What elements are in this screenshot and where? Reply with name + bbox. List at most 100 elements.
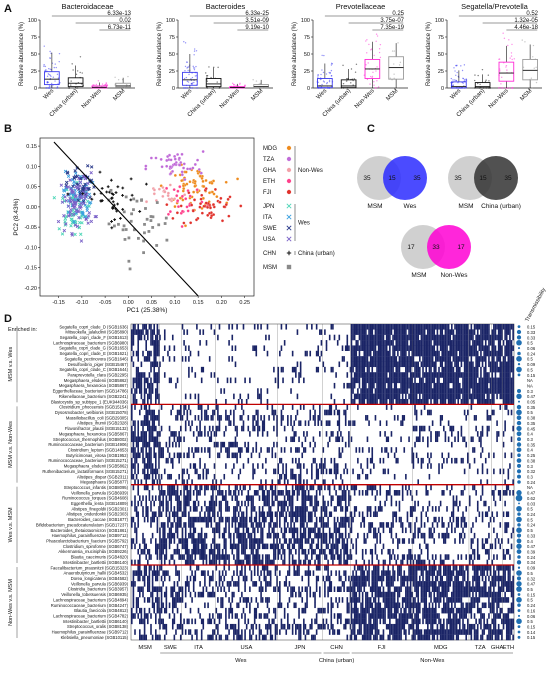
heatmap-cell (250, 500, 253, 507)
heatmap-cell (455, 329, 458, 335)
heatmap-cell (332, 324, 334, 330)
heatmap-cell (163, 329, 166, 335)
heatmap-cell (475, 340, 477, 346)
heatmap-cell (132, 420, 135, 426)
point-jpn (80, 221, 84, 225)
heatmap-cell (210, 495, 213, 501)
heatmap-cell (319, 409, 321, 416)
heatmap-cell (427, 388, 429, 394)
point-ita (286, 214, 292, 220)
heatmap-cell (158, 441, 160, 448)
heatmap-cell (385, 388, 388, 394)
heatmap-cell (414, 522, 416, 528)
heatmap-cell (475, 377, 477, 384)
heatmap-cell (468, 393, 471, 400)
panel-d-heatmap: Enriched in:TransmissibilitySegatella_co… (8, 287, 547, 664)
heatmap-cell (183, 436, 185, 443)
heatmap-cell (265, 495, 267, 501)
jitter-point (454, 79, 456, 81)
heatmap-cell (343, 382, 345, 389)
heatmap-cell (287, 506, 289, 512)
heatmap-cell (398, 356, 401, 362)
heatmap-cell (385, 420, 388, 426)
heatmap-cell (355, 372, 358, 378)
heatmap-cell (338, 532, 341, 539)
point-jpn (79, 232, 83, 236)
heatmap-cell (197, 431, 200, 437)
heatmap-cell (361, 382, 364, 389)
heatmap-cell (374, 340, 377, 346)
heatmap-cell (263, 500, 266, 507)
heatmap-cells (131, 324, 514, 641)
heatmap-cell (468, 345, 471, 351)
heatmap-cell (512, 382, 514, 389)
heatmap-cell (361, 468, 364, 475)
heatmap-cell (408, 484, 410, 491)
heatmap-cell (150, 425, 152, 432)
pvalue-label: 3.51e-09 (245, 18, 269, 24)
heatmap-cell (186, 479, 189, 485)
heatmap-cell (285, 436, 288, 443)
point-tza (177, 156, 181, 160)
heatmap-cell (405, 372, 407, 378)
jitter-point (197, 87, 199, 89)
heatmap-cell (400, 356, 402, 362)
heatmap-cell (314, 409, 316, 416)
heatmap-cell (291, 495, 294, 501)
heatmap-cell (392, 511, 394, 518)
heatmap-cell (269, 516, 272, 523)
heatmap-cell (158, 372, 160, 378)
heatmap-cell (475, 372, 477, 378)
heatmap-cell (427, 516, 429, 523)
heatmap-cell (371, 372, 374, 378)
heatmap-cell (233, 441, 235, 448)
heatmap-cell (408, 436, 410, 443)
heatmap-cell (504, 490, 506, 496)
heatmap-cell (268, 532, 270, 539)
point-eth (188, 194, 192, 198)
heatmap-cell (384, 345, 386, 351)
heatmap-cell (443, 345, 445, 351)
heatmap-cell (147, 415, 149, 421)
heatmap-cell (423, 345, 426, 351)
heatmap-cell (468, 334, 471, 341)
heatmap-cell (411, 393, 414, 400)
heatmap-cell (183, 404, 185, 410)
point-usa (64, 198, 69, 203)
heatmap-cell (346, 543, 349, 550)
heatmap-cell (260, 527, 262, 534)
heatmap-cell (324, 479, 326, 485)
heatmap-cell (288, 543, 291, 550)
heatmap-cell (433, 345, 436, 351)
heatmap-cell (352, 398, 354, 405)
heatmap-cell (459, 350, 461, 357)
heatmap-cell (225, 409, 227, 416)
heatmap-cell (307, 511, 310, 518)
jitter-point (366, 39, 368, 41)
jitter-point (510, 55, 513, 57)
heatmap-cell (277, 468, 280, 475)
heatmap-cell (176, 522, 179, 528)
heatmap-cell (150, 361, 152, 368)
heatmap-cell (387, 334, 390, 341)
heatmap-cell (489, 516, 492, 523)
heatmap-cell (151, 511, 154, 518)
jitter-point (187, 66, 189, 68)
heatmap-cell (363, 340, 366, 346)
heatmap-cell (395, 447, 398, 453)
heatmap-cell (355, 329, 358, 335)
heatmap-cell (366, 473, 369, 480)
heatmap-cell (295, 511, 297, 518)
heatmap-cell (153, 366, 155, 373)
heatmap-cell (165, 441, 168, 448)
heatmap-cell (389, 340, 391, 346)
point-fji (228, 195, 232, 199)
jitter-point (350, 82, 352, 84)
heatmap-cell (186, 468, 189, 475)
point-fji (208, 211, 212, 215)
heatmap-cell (295, 473, 297, 480)
heatmap-cell (510, 345, 513, 351)
heatmap-cell (197, 490, 200, 496)
heatmap-cell (371, 393, 374, 400)
heatmap-cell (298, 473, 300, 480)
